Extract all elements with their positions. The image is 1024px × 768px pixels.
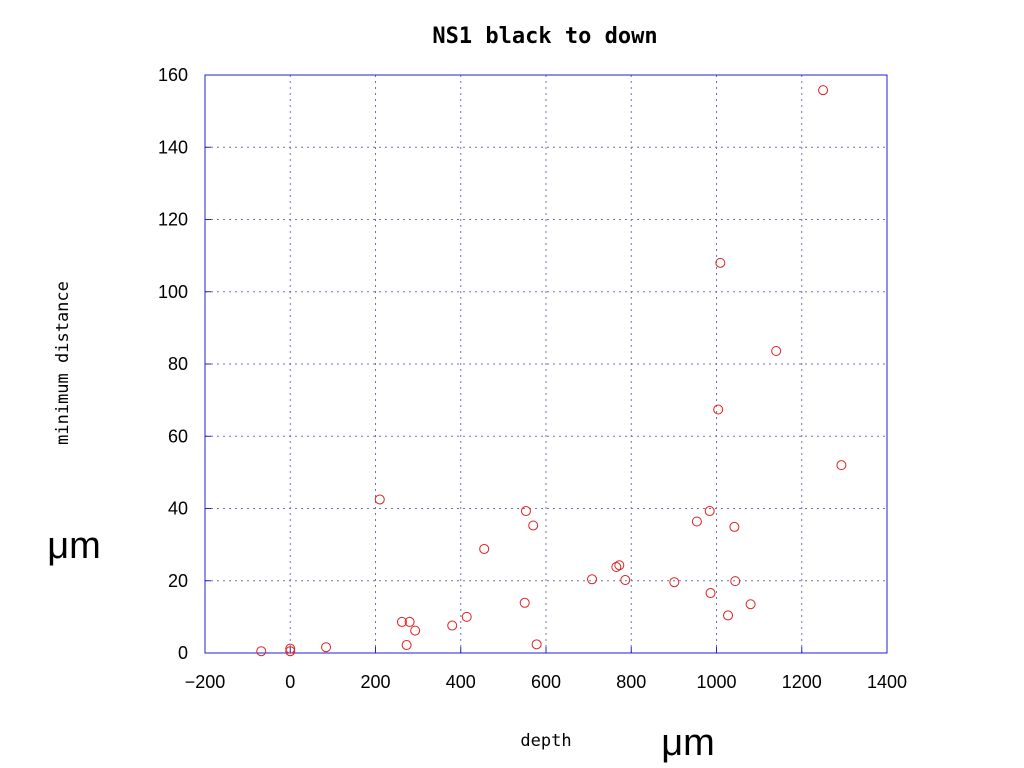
x-axis-unit: μm [661, 722, 715, 764]
data-point [520, 506, 531, 517]
data-point [715, 257, 726, 268]
y-axis-unit: μm [47, 525, 101, 567]
y-axis-label: minimum distance [53, 281, 73, 445]
data-point [745, 599, 756, 610]
data-point [519, 597, 530, 608]
data-point [321, 642, 332, 653]
data-point [620, 575, 631, 586]
data-point [611, 562, 622, 573]
data-point [836, 460, 847, 471]
data-point [818, 85, 829, 96]
data-point [256, 646, 267, 657]
y-axis-ticks: 0 20 40 60 80 100 120 140 160 [158, 65, 211, 663]
y-tick-label: 160 [158, 65, 188, 85]
data-point [396, 616, 407, 627]
x-tick-label: 400 [446, 672, 476, 692]
data-point [704, 506, 715, 517]
data-point [404, 616, 415, 627]
data-point [730, 576, 741, 587]
chart-title: NS1 black to down [432, 24, 657, 49]
x-tick-label: 800 [616, 672, 646, 692]
x-tick-label: 200 [360, 672, 390, 692]
data-point [723, 610, 734, 621]
y-tick-label: 140 [158, 137, 188, 157]
data-point [614, 560, 625, 571]
data-points [256, 85, 847, 657]
data-point [531, 639, 542, 650]
x-tick-label: 0 [285, 672, 295, 692]
x-tick-label: 1000 [696, 672, 736, 692]
data-point [410, 625, 421, 636]
y-tick-label: 120 [158, 210, 188, 230]
data-point [285, 646, 296, 657]
x-tick-label: 600 [531, 672, 561, 692]
y-tick-label: 20 [168, 571, 188, 591]
data-point [447, 620, 458, 631]
data-point [461, 611, 472, 622]
data-point [713, 404, 724, 415]
y-tick-label: 60 [168, 426, 188, 446]
x-tick-label: −200 [185, 672, 226, 692]
data-point [729, 521, 740, 532]
data-point [771, 345, 782, 356]
data-point [285, 643, 296, 654]
data-point [691, 516, 702, 527]
y-tick-label: 40 [168, 499, 188, 519]
grid-lines [205, 75, 887, 653]
data-point [705, 588, 716, 599]
data-point [587, 574, 598, 585]
data-point [401, 640, 412, 651]
y-tick-label: 0 [178, 643, 188, 663]
x-axis-ticks: −200 0 200 400 600 800 1000 1200 1400 [185, 647, 907, 692]
y-tick-label: 80 [168, 354, 188, 374]
data-point [479, 543, 490, 554]
data-point [669, 577, 680, 588]
x-tick-label: 1200 [782, 672, 822, 692]
data-point [374, 494, 385, 505]
data-point [528, 520, 539, 531]
x-tick-label: 1400 [867, 672, 907, 692]
y-tick-label: 100 [158, 282, 188, 302]
x-axis-label: depth [520, 731, 571, 751]
